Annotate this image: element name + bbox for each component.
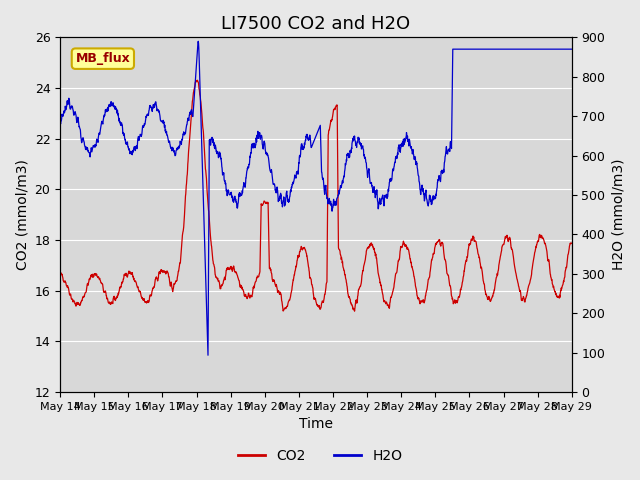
Y-axis label: CO2 (mmol/m3): CO2 (mmol/m3) bbox=[15, 159, 29, 270]
Title: LI7500 CO2 and H2O: LI7500 CO2 and H2O bbox=[221, 15, 410, 33]
Text: MB_flux: MB_flux bbox=[76, 52, 131, 65]
X-axis label: Time: Time bbox=[299, 418, 333, 432]
Y-axis label: H2O (mmol/m3): H2O (mmol/m3) bbox=[611, 159, 625, 270]
Legend: CO2, H2O: CO2, H2O bbox=[232, 443, 408, 468]
